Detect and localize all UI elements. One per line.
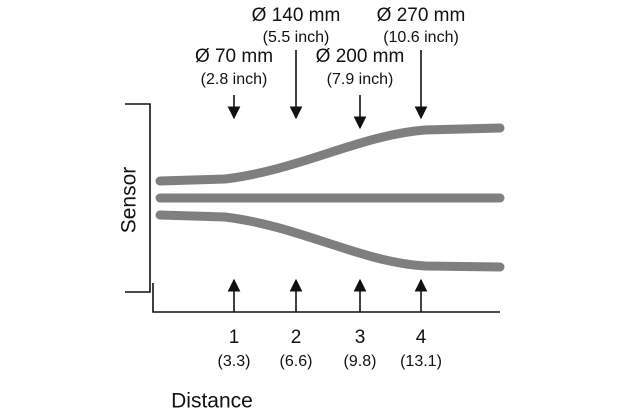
distance-axis <box>152 283 500 313</box>
distance-ft: (6.6) <box>280 353 313 370</box>
diameter-label: Ø 140 mm <box>252 5 341 26</box>
distance-m: 2 <box>291 327 302 348</box>
beam-edge <box>155 123 505 186</box>
diameter-label: Ø 70 mm <box>195 46 273 67</box>
sensor-bracket <box>125 103 151 293</box>
diameter-label: Ø 270 mm <box>377 5 466 26</box>
distance-label: Distance <box>171 390 253 413</box>
diameter-inch: (5.5 inch) <box>263 29 330 46</box>
distance-ft: (13.1) <box>400 353 442 370</box>
distance-m: 1 <box>229 327 240 348</box>
sensor-label: Sensor <box>118 167 141 234</box>
diameter-inch: (7.9 inch) <box>327 71 394 88</box>
diameter-label: Ø 200 mm <box>316 46 405 67</box>
distance-ft: (3.3) <box>218 353 251 370</box>
diameter-inch: (10.6 inch) <box>383 29 459 46</box>
distance-m: 4 <box>416 327 427 348</box>
distance-m: 3 <box>355 327 366 348</box>
distance-ft: (9.8) <box>344 353 377 370</box>
diameter-inch: (2.8 inch) <box>201 71 268 88</box>
beam-edge <box>155 210 505 272</box>
